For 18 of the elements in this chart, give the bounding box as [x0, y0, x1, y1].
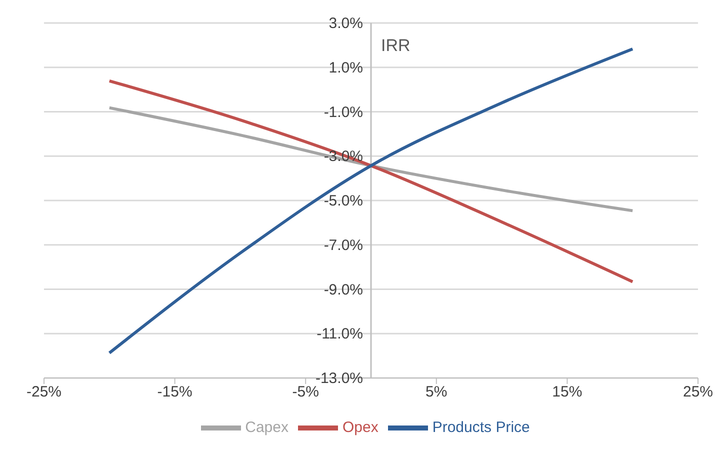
- legend-label: Products Price: [432, 418, 530, 436]
- x-tick-label: 25%: [682, 384, 714, 401]
- x-tick-label: -25%: [26, 384, 62, 401]
- line-series: [108, 106, 634, 212]
- x-tick-label: 15%: [552, 384, 582, 401]
- y-tick-label: -9.0%: [324, 281, 363, 298]
- legend-label: Opex: [342, 418, 378, 436]
- line-series: [108, 79, 634, 284]
- y-tick-label: 3.0%: [328, 15, 363, 32]
- y-tick-label: -7.0%: [324, 236, 363, 254]
- y-tick-label: 1.0%: [328, 59, 363, 76]
- x-tick-label: 5%: [426, 384, 448, 401]
- x-tick-label: -15%: [157, 384, 192, 401]
- y-tick-label: -11.0%: [316, 326, 363, 343]
- y-axis-title: IRR: [381, 36, 410, 56]
- legend-label: Capex: [245, 418, 288, 436]
- y-tick-label: -5.0%: [324, 192, 363, 210]
- y-tick-label: -1.0%: [324, 104, 363, 121]
